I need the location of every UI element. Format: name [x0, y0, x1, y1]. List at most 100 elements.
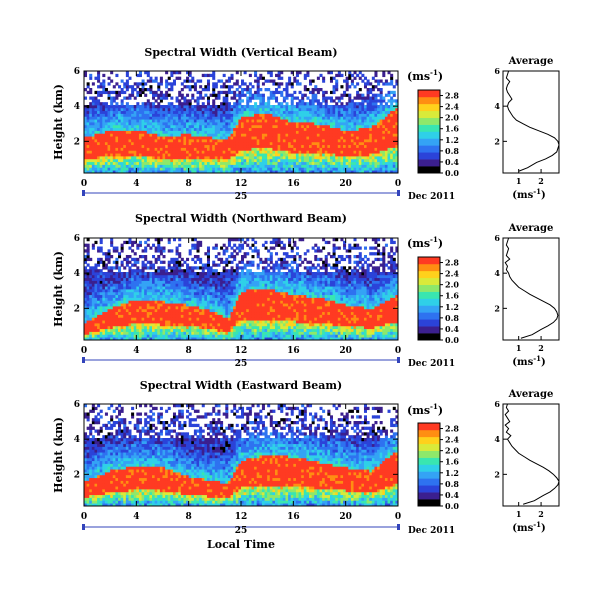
heatmap-cell [157, 306, 161, 310]
heatmap-cell [225, 167, 229, 171]
heatmap-cell [390, 102, 394, 106]
heatmap-cell [152, 122, 156, 126]
heatmap-cell [120, 116, 124, 120]
heatmap-cell [199, 85, 203, 89]
heatmap-cell [395, 133, 398, 137]
heatmap-cell [162, 280, 166, 284]
heatmap-cell [112, 139, 116, 143]
heatmap-cell [94, 274, 98, 279]
heatmap-cell [99, 158, 103, 163]
heatmap-cell [159, 317, 163, 321]
heatmap-cell [91, 269, 95, 273]
heatmap-cell [243, 167, 247, 171]
heatmap-cell [193, 127, 197, 131]
heatmap-cell [345, 164, 349, 168]
heatmap-cell [86, 291, 90, 296]
profile-y-tick-label: 4 [494, 101, 500, 111]
heatmap-cell [363, 167, 367, 171]
heatmap-cell [144, 88, 148, 92]
heatmap-cell [206, 113, 210, 117]
heatmap-cell [193, 255, 197, 259]
heatmap-cell [104, 272, 108, 276]
heatmap-cell [201, 269, 205, 273]
heatmap-cell [259, 130, 263, 134]
heatmap-cell [220, 147, 224, 151]
heatmap-cell [104, 156, 108, 160]
heatmap-cell [267, 127, 271, 131]
heatmap-cell [288, 136, 292, 140]
heatmap-cell [246, 122, 250, 126]
heatmap-cell [293, 164, 297, 168]
heatmap-cell [201, 127, 205, 131]
heatmap-cell [241, 119, 245, 123]
heatmap-cell [390, 113, 394, 117]
heatmap-cell [332, 107, 336, 112]
heatmap-cell [86, 269, 90, 273]
heatmap-cell [193, 136, 197, 140]
heatmap-cell [123, 314, 127, 318]
heatmap-cell [115, 130, 119, 134]
heatmap-cell [115, 272, 119, 276]
heatmap-cell [374, 150, 378, 154]
heatmap-cell [363, 99, 367, 103]
heatmap-cell [214, 144, 218, 148]
heatmap-cell [361, 158, 365, 163]
heatmap-cell [183, 158, 187, 163]
heatmap-cell [335, 73, 339, 78]
heatmap-cell [138, 156, 142, 160]
heatmap-cell [138, 82, 142, 86]
heatmap-cell [206, 325, 210, 330]
heatmap-cell [112, 289, 116, 293]
heatmap-cell [259, 102, 263, 106]
heatmap-cell [144, 311, 148, 315]
heatmap-cell [178, 300, 182, 304]
heatmap-cell [196, 266, 200, 270]
heatmap-cell [358, 96, 362, 100]
heatmap-cell [319, 124, 323, 129]
heatmap-cell [199, 164, 203, 168]
heatmap-cell [144, 320, 148, 324]
heatmap-cell [186, 323, 190, 327]
heatmap-cell [238, 150, 242, 154]
heatmap-cell [311, 90, 315, 95]
heatmap-cell [123, 274, 127, 279]
heatmap-cell [348, 153, 352, 157]
heatmap-cell [353, 164, 357, 168]
heatmap-title: Spectral Width (Vertical Beam) [144, 46, 337, 59]
heatmap-cell [295, 133, 299, 137]
heatmap-cell [251, 93, 255, 97]
heatmap-cell [84, 260, 88, 264]
heatmap-cell [125, 311, 129, 315]
heatmap-cell [104, 170, 108, 173]
heatmap-cell [89, 105, 93, 109]
heatmap-cell [125, 240, 129, 245]
heatmap-cell [110, 303, 114, 307]
heatmap-cell [136, 289, 140, 293]
heatmap-cell [162, 156, 166, 160]
heatmap-cell [167, 277, 171, 281]
heatmap-cell [212, 99, 216, 103]
heatmap-cell [225, 105, 229, 109]
heatmap-cell [138, 147, 142, 151]
heatmap-cell [188, 139, 192, 143]
heatmap-cell [301, 127, 305, 131]
heatmap-cell [118, 139, 122, 143]
heatmap-cell [115, 323, 119, 327]
heatmap-cell [170, 249, 174, 253]
heatmap-cell [107, 161, 111, 165]
heatmap-cell [99, 334, 103, 338]
colorbar-swatch [418, 166, 440, 174]
heatmap-cell [201, 263, 205, 267]
heatmap-cell [285, 164, 289, 168]
heatmap-cell [131, 130, 135, 134]
heatmap-cell [201, 283, 205, 287]
heatmap-cell [86, 289, 90, 293]
heatmap-cell [175, 119, 179, 123]
heatmap-cell [329, 147, 333, 151]
heatmap-cell [157, 249, 161, 253]
heatmap-cell [348, 96, 352, 100]
heatmap-cell [301, 153, 305, 157]
heatmap-cell [201, 291, 205, 296]
heatmap-cell [243, 113, 247, 117]
heatmap-cell [157, 286, 161, 290]
